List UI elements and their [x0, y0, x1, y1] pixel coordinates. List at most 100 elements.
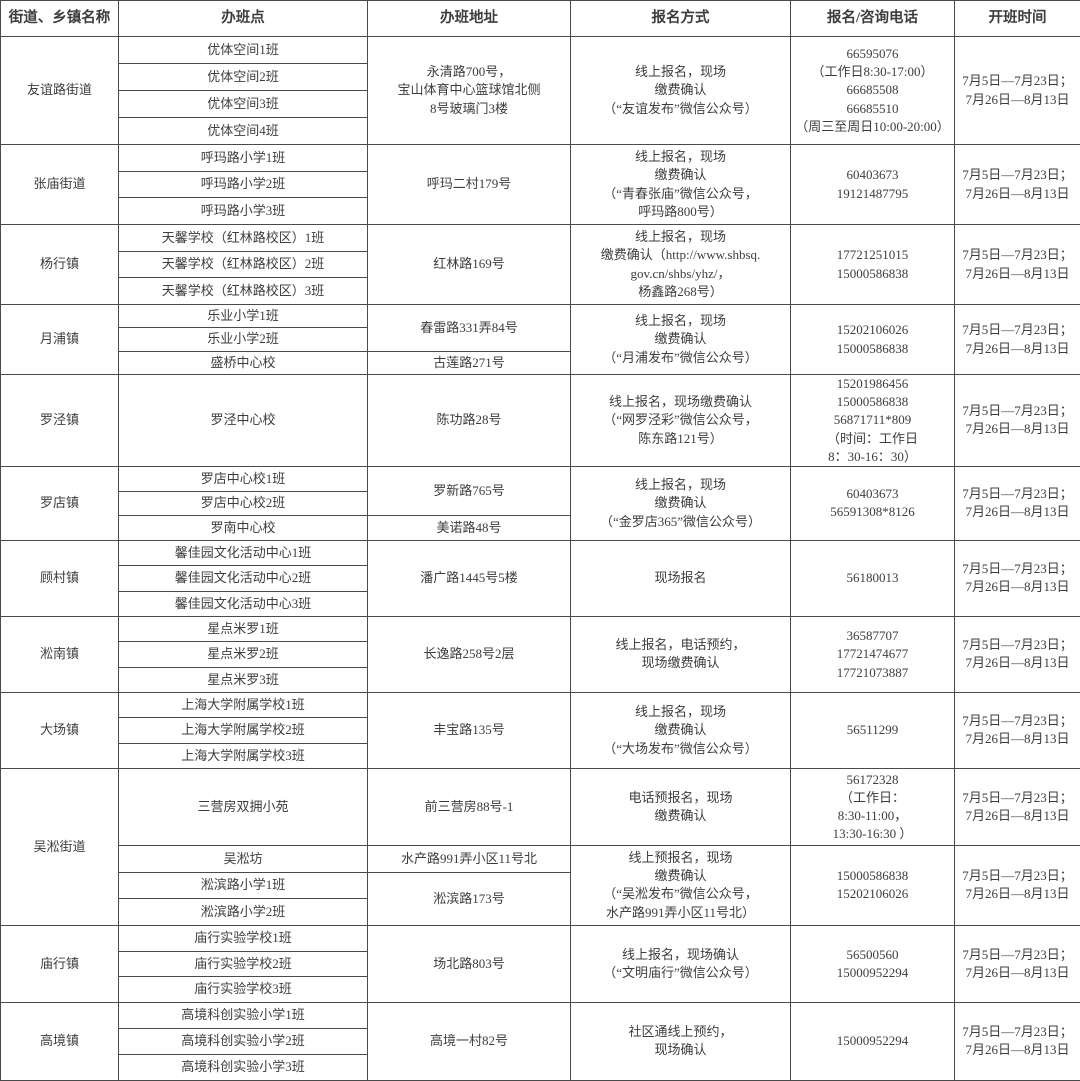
cell-site: 优体空间2班: [119, 64, 368, 91]
cell-schedule: 7月5日—7月23日； 7月26日—8月13日: [955, 540, 1080, 616]
cell-schedule: 7月5日—7月23日； 7月26日—8月13日: [955, 692, 1080, 768]
cell-schedule: 7月5日—7月23日； 7月26日—8月13日: [955, 466, 1080, 540]
cell-street: 罗泾镇: [1, 375, 119, 467]
cell-phone: 17721251015 15000586838: [791, 225, 955, 305]
cell-address: 淞滨路173号: [368, 872, 571, 925]
cell-site: 星点米罗2班: [119, 641, 368, 667]
cell-method: 电话预报名，现场 缴费确认: [571, 768, 791, 845]
table-row: 罗店镇 罗店中心校1班 罗新路765号 线上报名，现场 缴费确认 （“金罗店36…: [1, 466, 1080, 491]
table-row: 吴淞街道 三营房双拥小苑 前三营房88号-1 电话预报名，现场 缴费确认 561…: [1, 768, 1080, 845]
cell-site: 馨佳园文化活动中心3班: [119, 591, 368, 616]
cell-street: 吴淞街道: [1, 768, 119, 925]
header-site: 办班点: [119, 1, 368, 37]
cell-method: 线上报名，电话预约， 现场缴费确认: [571, 616, 791, 692]
cell-address: 呼玛二村179号: [368, 145, 571, 225]
table-row: 杨行镇 天馨学校（红林路校区）1班 红林路169号 线上报名，现场 缴费确认（h…: [1, 225, 1080, 252]
cell-schedule: 7月5日—7月23日； 7月26日—8月13日: [955, 305, 1080, 375]
table-row: 月浦镇 乐业小学1班 春雷路331弄84号 线上报名，现场 缴费确认 （“月浦发…: [1, 305, 1080, 328]
cell-phone: 36587707 17721474677 17721073887: [791, 616, 955, 692]
cell-method: 线上报名，现场 缴费确认 （“金罗店365”微信公众号）: [571, 466, 791, 540]
cell-address: 红林路169号: [368, 225, 571, 305]
cell-address: 永清路700号， 宝山体育中心篮球馆北侧 8号玻璃门3楼: [368, 37, 571, 145]
cell-street: 淞南镇: [1, 616, 119, 692]
cell-phone: 15000952294: [791, 1002, 955, 1080]
cell-method: 线上报名，现场确认 （“文明庙行”微信公众号）: [571, 925, 791, 1002]
cell-address: 古莲路271号: [368, 352, 571, 375]
cell-site: 乐业小学1班: [119, 305, 368, 328]
table-row: 大场镇 上海大学附属学校1班 丰宝路135号 线上报名，现场 缴费确认 （“大场…: [1, 692, 1080, 717]
cell-site: 淞滨路小学1班: [119, 872, 368, 898]
cell-site: 高境科创实验小学2班: [119, 1028, 368, 1054]
table-row: 罗泾镇 罗泾中心校 陈功路28号 线上报名，现场缴费确认 （“网罗泾彩”微信公众…: [1, 375, 1080, 467]
cell-address: 陈功路28号: [368, 375, 571, 467]
cell-site: 天馨学校（红林路校区）3班: [119, 278, 368, 305]
cell-site: 上海大学附属学校2班: [119, 717, 368, 743]
header-phone: 报名/咨询电话: [791, 1, 955, 37]
cell-method: 线上报名，现场 缴费确认 （“青春张庙”微信公众号， 呼玛路800号）: [571, 145, 791, 225]
cell-site: 优体空间1班: [119, 37, 368, 64]
cell-phone: 60403673 56591308*8126: [791, 466, 955, 540]
cell-site: 庙行实验学校3班: [119, 976, 368, 1002]
cell-phone: 56511299: [791, 692, 955, 768]
cell-site: 吴淞坊: [119, 845, 368, 872]
cell-site: 呼玛路小学3班: [119, 198, 368, 225]
cell-street: 友谊路街道: [1, 37, 119, 145]
header-row: 街道、乡镇名称 办班点 办班地址 报名方式 报名/咨询电话 开班时间: [1, 1, 1080, 37]
cell-site: 上海大学附属学校3班: [119, 743, 368, 768]
cell-schedule: 7月5日—7月23日； 7月26日—8月13日: [955, 145, 1080, 225]
cell-phone: 66595076 （工作日8:30-17:00） 66685508 666855…: [791, 37, 955, 145]
cell-site: 天馨学校（红林路校区）1班: [119, 225, 368, 252]
cell-site: 庙行实验学校1班: [119, 925, 368, 951]
cell-street: 高境镇: [1, 1002, 119, 1080]
cell-street: 顾村镇: [1, 540, 119, 616]
cell-phone: 15202106026 15000586838: [791, 305, 955, 375]
cell-street: 月浦镇: [1, 305, 119, 375]
cell-street: 张庙街道: [1, 145, 119, 225]
cell-address: 场北路803号: [368, 925, 571, 1002]
cell-site: 罗南中心校: [119, 515, 368, 540]
cell-site: 罗店中心校1班: [119, 466, 368, 491]
cell-schedule: 7月5日—7月23日； 7月26日—8月13日: [955, 225, 1080, 305]
cell-site: 优体空间3班: [119, 91, 368, 118]
cell-site: 淞滨路小学2班: [119, 898, 368, 925]
table-row: 顾村镇 馨佳园文化活动中心1班 潘广路1445号5楼 现场报名 56180013…: [1, 540, 1080, 565]
header-method: 报名方式: [571, 1, 791, 37]
cell-schedule: 7月5日—7月23日； 7月26日—8月13日: [955, 925, 1080, 1002]
table-row: 吴淞坊 水产路991弄小区11号北 线上预报名，现场 缴费确认 （“吴淞发布”微…: [1, 845, 1080, 872]
cell-site: 呼玛路小学1班: [119, 145, 368, 172]
cell-site: 罗店中心校2班: [119, 491, 368, 515]
cell-address: 高境一村82号: [368, 1002, 571, 1080]
cell-street: 杨行镇: [1, 225, 119, 305]
cell-address: 水产路991弄小区11号北: [368, 845, 571, 872]
table-row: 张庙街道 呼玛路小学1班 呼玛二村179号 线上报名，现场 缴费确认 （“青春张…: [1, 145, 1080, 172]
cell-site: 上海大学附属学校1班: [119, 692, 368, 717]
cell-method: 社区通线上预约， 现场确认: [571, 1002, 791, 1080]
cell-address: 丰宝路135号: [368, 692, 571, 768]
header-address: 办班地址: [368, 1, 571, 37]
cell-street: 大场镇: [1, 692, 119, 768]
cell-phone: 56500560 15000952294: [791, 925, 955, 1002]
cell-site: 星点米罗1班: [119, 616, 368, 641]
table-row: 高境镇 高境科创实验小学1班 高境一村82号 社区通线上预约， 现场确认 150…: [1, 1002, 1080, 1028]
cell-schedule: 7月5日—7月23日； 7月26日—8月13日: [955, 375, 1080, 467]
cell-site: 优体空间4班: [119, 118, 368, 145]
cell-address: 罗新路765号: [368, 466, 571, 515]
cell-street: 罗店镇: [1, 466, 119, 540]
cell-address: 潘广路1445号5楼: [368, 540, 571, 616]
cell-address: 长逸路258号2层: [368, 616, 571, 692]
cell-phone: 15000586838 15202106026: [791, 845, 955, 925]
cell-site: 天馨学校（红林路校区）2班: [119, 252, 368, 278]
cell-site: 高境科创实验小学1班: [119, 1002, 368, 1028]
cell-method: 线上报名，现场 缴费确认 （“友谊发布”微信公众号）: [571, 37, 791, 145]
cell-phone: 15201986456 15000586838 56871711*809 （时间…: [791, 375, 955, 467]
cell-schedule: 7月5日—7月23日； 7月26日—8月13日: [955, 37, 1080, 145]
cell-method: 线上报名，现场缴费确认 （“网罗泾彩”微信公众号， 陈东路121号）: [571, 375, 791, 467]
cell-site: 罗泾中心校: [119, 375, 368, 467]
cell-address: 美诺路48号: [368, 515, 571, 540]
cell-street: 庙行镇: [1, 925, 119, 1002]
cell-phone: 56172328 （工作日： 8:30-11:00， 13:30-16:30 ）: [791, 768, 955, 845]
cell-schedule: 7月5日—7月23日； 7月26日—8月13日: [955, 845, 1080, 925]
cell-phone: 60403673 19121487795: [791, 145, 955, 225]
cell-method: 线上预报名，现场 缴费确认 （“吴淞发布”微信公众号， 水产路991弄小区11号…: [571, 845, 791, 925]
cell-schedule: 7月5日—7月23日； 7月26日—8月13日: [955, 1002, 1080, 1080]
